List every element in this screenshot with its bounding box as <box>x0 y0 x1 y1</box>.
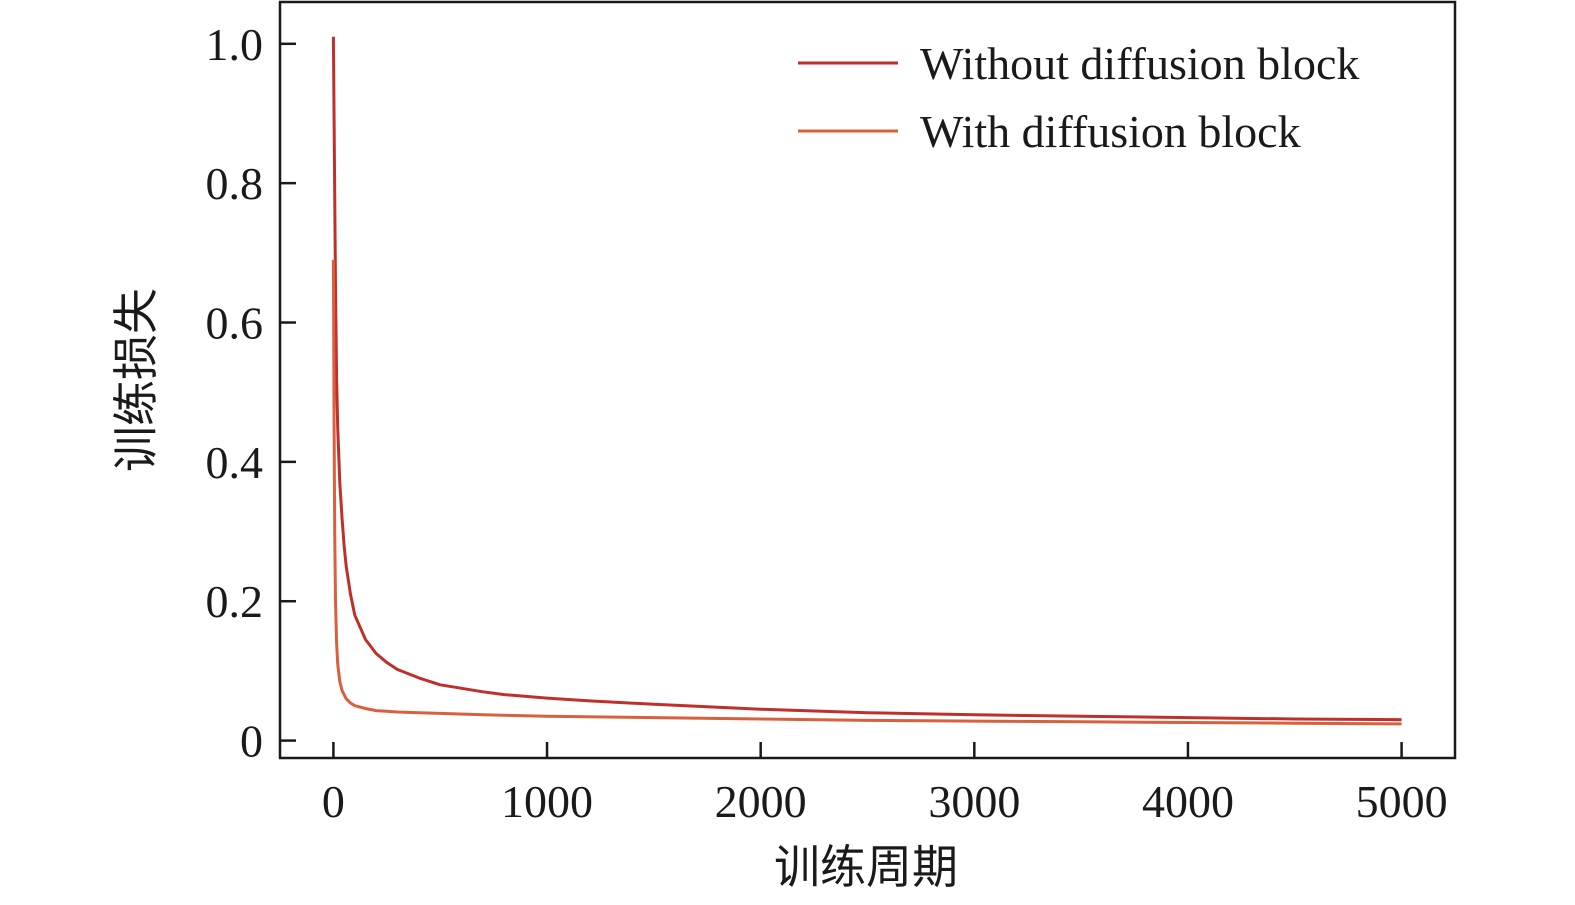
x-axis-title: 训练周期 <box>774 842 958 893</box>
x-tick-label: 3000 <box>928 776 1020 827</box>
y-tick-label: 0.2 <box>206 576 264 627</box>
legend: Without diffusion block With diffusion b… <box>798 38 1359 157</box>
axes-layer: 0 1000 2000 3000 4000 5000 0 0.2 0.4 0.6 0.8 1.0 <box>206 19 1448 827</box>
legend-label-without: Without diffusion block <box>920 38 1359 89</box>
plot-frame <box>278 0 1457 760</box>
y-tick-label: 0.8 <box>206 158 264 209</box>
y-tick-label: 1.0 <box>206 19 264 70</box>
x-tick-label: 1000 <box>501 776 593 827</box>
y-tick-label: 0.6 <box>206 298 264 349</box>
y-tick-label: 0 <box>240 716 263 767</box>
x-tick-label: 0 <box>322 776 345 827</box>
x-tick-label: 2000 <box>715 776 807 827</box>
y-tick-label: 0.4 <box>206 437 264 488</box>
y-axis-title: 训练损失 <box>111 288 162 472</box>
series-line-with-diffusion <box>331 259 1402 726</box>
x-tick-label: 5000 <box>1356 776 1448 827</box>
series-layer <box>331 36 1402 726</box>
series-line-without-diffusion <box>331 36 1402 722</box>
x-tick-label: 4000 <box>1142 776 1234 827</box>
legend-label-with: With diffusion block <box>920 106 1301 157</box>
